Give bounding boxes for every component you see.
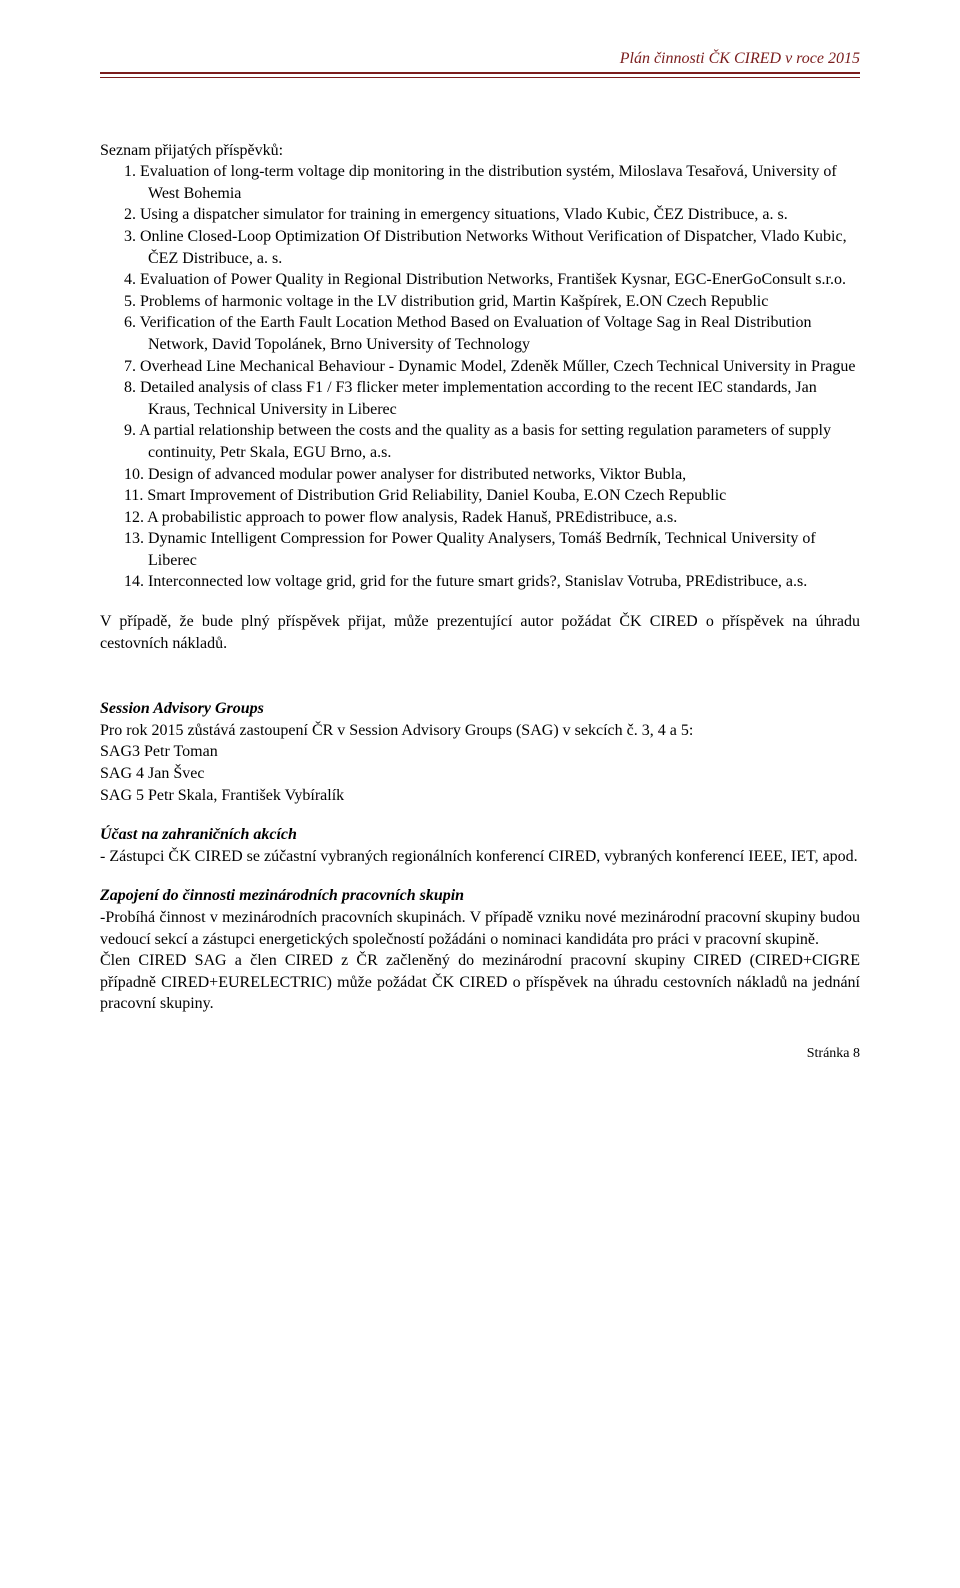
list-intro: Seznam přijatých příspěvků: — [100, 140, 860, 162]
wg-text-2: Člen CIRED SAG a člen CIRED z ČR začleně… — [100, 950, 860, 1015]
list-item: Dynamic Intelligent Compression for Powe… — [100, 528, 860, 571]
list-item: Evaluation of long-term voltage dip moni… — [100, 161, 860, 204]
sag-line-3: SAG 5 Petr Skala, František Vybíralík — [100, 785, 860, 807]
list-item: Detailed analysis of class F1 / F3 flick… — [100, 377, 860, 420]
list-item: Overhead Line Mechanical Behaviour - Dyn… — [100, 356, 860, 378]
list-item: Using a dispatcher simulator for trainin… — [100, 204, 860, 226]
header-rule — [100, 72, 860, 78]
list-item: A probabilistic approach to power flow a… — [100, 507, 860, 529]
sag-heading: Session Advisory Groups — [100, 698, 860, 720]
sag-text: Pro rok 2015 zůstává zastoupení ČR v Ses… — [100, 720, 860, 742]
acceptance-note: V případě, že bude plný příspěvek přijat… — [100, 611, 860, 654]
foreign-text: - Zástupci ČK CIRED se zúčastní vybranýc… — [100, 846, 860, 868]
sag-line-2: SAG 4 Jan Švec — [100, 763, 860, 785]
list-item: A partial relationship between the costs… — [100, 420, 860, 463]
list-item: Smart Improvement of Distribution Grid R… — [100, 485, 860, 507]
paper-list: Evaluation of long-term voltage dip moni… — [100, 161, 860, 593]
sag-line-1: SAG3 Petr Toman — [100, 741, 860, 763]
list-item: Verification of the Earth Fault Location… — [100, 312, 860, 355]
wg-text-1: -Probíhá činnost v mezinárodních pracovn… — [100, 907, 860, 950]
foreign-heading: Účast na zahraničních akcích — [100, 824, 860, 846]
list-item: Problems of harmonic voltage in the LV d… — [100, 291, 860, 313]
list-item: Design of advanced modular power analyse… — [100, 464, 860, 486]
wg-heading: Zapojení do činnosti mezinárodních praco… — [100, 885, 860, 907]
list-item: Interconnected low voltage grid, grid fo… — [100, 571, 860, 593]
list-item: Online Closed-Loop Optimization Of Distr… — [100, 226, 860, 269]
page-header-title: Plán činnosti ČK CIRED v roce 2015 — [100, 48, 860, 70]
list-item: Evaluation of Power Quality in Regional … — [100, 269, 860, 291]
page-footer: Stránka 8 — [100, 1045, 860, 1064]
